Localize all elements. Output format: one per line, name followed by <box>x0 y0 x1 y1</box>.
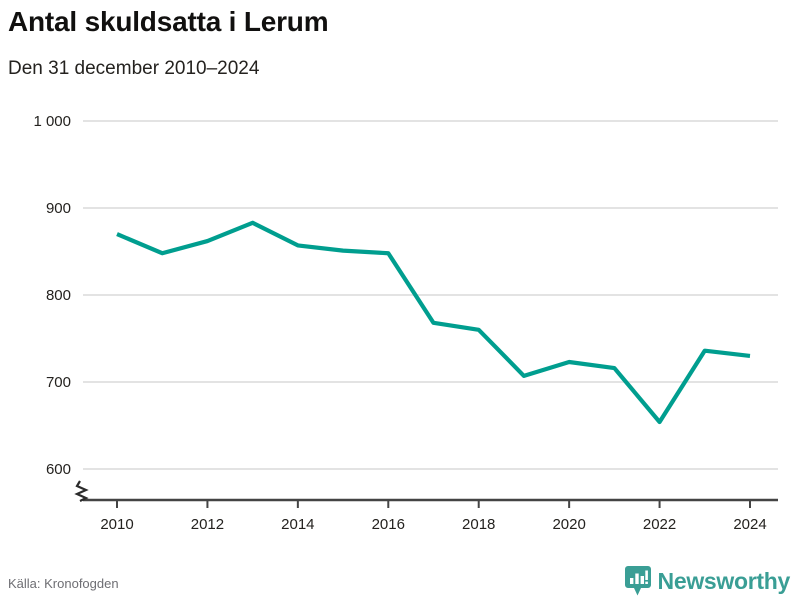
gridlines-group <box>83 120 778 470</box>
x-axis-labels-group: 2010 2012 2014 2016 2018 2020 2022 2024 <box>100 516 766 533</box>
y-axis-tick-label: 800 <box>46 287 71 304</box>
x-axis-tick-label: 2022 <box>643 516 676 533</box>
y-axis-tick-label: 1 000 <box>33 113 71 130</box>
y-axis-tick-label: 700 <box>46 374 71 391</box>
x-axis-tick-label: 2010 <box>100 516 133 533</box>
data-series-group <box>116 220 751 425</box>
x-axis-tick-label: 2018 <box>462 516 495 533</box>
logo-wordmark: Newsworthy <box>657 567 791 594</box>
bar-chart-speech-bubble-icon <box>624 566 651 596</box>
y-axis-tick-label: 900 <box>46 200 71 217</box>
axis-break-icon <box>74 480 89 502</box>
chart-subtitle: Den 31 december 2010–2024 <box>8 58 260 79</box>
axis-break-zigzag <box>74 480 89 502</box>
source-note: Källa: Kronofogden <box>8 576 119 591</box>
x-axis-tick-label: 2020 <box>552 516 585 533</box>
newsworthy-logo[interactable]: Newsworthy <box>624 566 791 596</box>
x-axis-tick-label: 2012 <box>191 516 224 533</box>
x-axis-tick-label: 2014 <box>281 516 314 533</box>
data-line-antal-skuldsatta <box>116 220 751 425</box>
y-axis-labels-group: 600 700 800 900 1 000 <box>33 113 71 478</box>
x-axis-tick-label: 2016 <box>372 516 405 533</box>
x-axis-tick-label: 2024 <box>733 516 766 533</box>
page-title: Antal skuldsatta i Lerum <box>8 6 329 37</box>
y-axis-tick-label: 600 <box>46 461 71 478</box>
x-axis-group <box>83 498 778 508</box>
